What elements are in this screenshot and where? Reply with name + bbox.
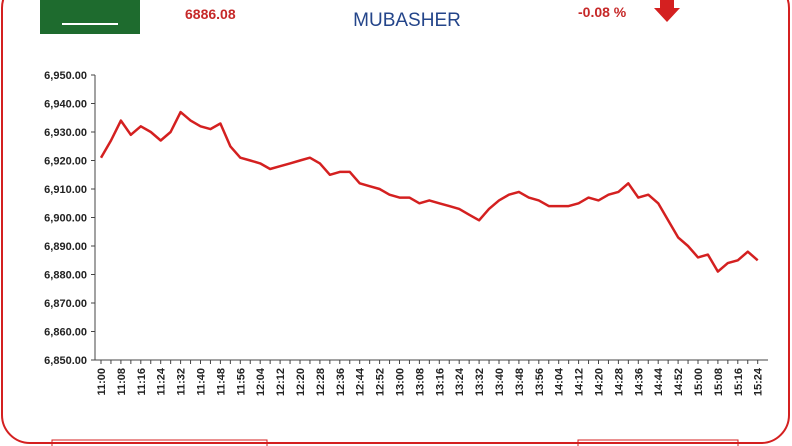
x-tick-label: 13:00	[395, 368, 407, 396]
x-tick-label: 14:04	[554, 367, 566, 396]
x-tick-label: 13:48	[514, 368, 526, 396]
x-tick-label: 15:24	[753, 367, 765, 396]
flag	[40, 0, 140, 34]
y-tick-label: 6,870.00	[44, 298, 87, 310]
y-tick-label: 6,930.00	[44, 127, 87, 139]
x-tick-label: 12:20	[295, 368, 307, 396]
x-tick-label: 12:36	[335, 368, 347, 396]
x-tick-label: 12:04	[255, 367, 267, 396]
footer-box	[577, 439, 739, 446]
x-tick-label: 12:12	[275, 368, 287, 396]
x-tick-label: 13:24	[454, 367, 466, 396]
x-tick-label: 15:00	[693, 368, 705, 396]
x-tick-label: 14:12	[574, 368, 586, 396]
y-tick-label: 6,940.00	[44, 99, 87, 111]
brand: MUBASHER	[353, 10, 461, 31]
down-arrow	[654, 0, 680, 22]
x-tick-label: 11:56	[235, 368, 247, 396]
x-tick-label: 13:08	[414, 368, 426, 396]
y-tick-label: 6,910.00	[44, 184, 87, 196]
footer-box	[51, 439, 268, 446]
x-tick-label: 14:28	[613, 368, 625, 396]
x-tick-label: 11:32	[176, 368, 188, 396]
x-tick-label: 11:00	[96, 368, 108, 396]
x-tick-label: 12:52	[375, 368, 387, 396]
index-value: 6886.08	[185, 6, 236, 22]
x-tick-label: 13:32	[474, 368, 486, 396]
x-tick-label: 15:08	[713, 368, 725, 396]
y-tick-label: 6,900.00	[44, 213, 87, 225]
y-tick-label: 6,920.00	[44, 156, 87, 168]
x-tick-label: 15:16	[733, 368, 745, 396]
y-tick-label: 6,850.00	[44, 355, 87, 367]
x-tick-label: 12:28	[315, 368, 327, 396]
x-tick-label: 11:16	[136, 368, 148, 396]
x-tick-label: 14:44	[653, 367, 665, 396]
y-tick-label: 6,880.00	[44, 270, 87, 282]
x-tick-label: 11:24	[156, 367, 168, 395]
change: -0.08 %	[578, 4, 627, 20]
x-tick-label: 14:52	[673, 368, 685, 396]
x-tick-label: 12:44	[355, 367, 367, 396]
price-line	[99, 110, 759, 273]
y-tick-label: 6,860.00	[44, 327, 87, 339]
x-tick-label: 14:20	[594, 368, 606, 396]
x-tick-label: 14:36	[633, 368, 645, 396]
y-tick-label: 6,950.00	[44, 70, 87, 82]
x-tick-label: 13:16	[434, 368, 446, 396]
x-tick-label: 13:56	[534, 368, 546, 396]
x-tick-label: 11:40	[196, 368, 208, 396]
x-tick-label: 11:08	[116, 368, 128, 396]
y-tick-label: 6,890.00	[44, 241, 87, 253]
x-tick-label: 13:40	[494, 368, 506, 396]
x-tick-label: 11:48	[215, 368, 227, 396]
